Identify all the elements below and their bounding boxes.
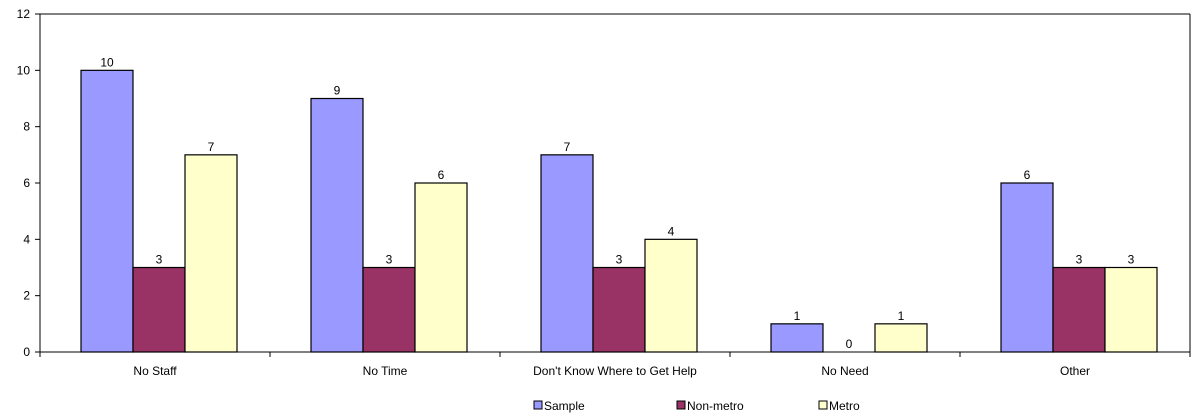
x-category-label: Other bbox=[1060, 364, 1090, 378]
data-label: 1 bbox=[794, 309, 801, 323]
bar bbox=[1104, 266, 1158, 353]
bar bbox=[874, 323, 928, 353]
data-label: 7 bbox=[564, 140, 571, 154]
bar bbox=[362, 266, 416, 353]
legend-swatch bbox=[818, 400, 828, 410]
x-category-label: No Need bbox=[821, 364, 868, 378]
data-label: 1 bbox=[898, 309, 905, 323]
data-label: 3 bbox=[1076, 253, 1083, 267]
chart-bars bbox=[80, 69, 1158, 353]
legend-label: Non-metro bbox=[687, 399, 744, 413]
legend-label: Sample bbox=[544, 399, 585, 413]
data-label: 3 bbox=[616, 253, 623, 267]
bar bbox=[184, 154, 238, 353]
y-tick-label: 2 bbox=[23, 289, 30, 303]
data-label: 10 bbox=[100, 55, 114, 69]
bar bbox=[132, 266, 186, 353]
data-label: 9 bbox=[334, 84, 341, 98]
data-label: 3 bbox=[1128, 253, 1135, 267]
data-label: 3 bbox=[386, 253, 393, 267]
legend-swatch bbox=[533, 400, 543, 410]
data-label: 4 bbox=[668, 224, 675, 238]
bar bbox=[540, 154, 594, 353]
data-label: 3 bbox=[156, 253, 163, 267]
bar bbox=[80, 69, 134, 353]
y-tick-label: 10 bbox=[17, 63, 31, 77]
bar bbox=[1000, 182, 1054, 353]
data-label: 7 bbox=[208, 140, 215, 154]
chart-legend: Sample Non-metro Metro bbox=[533, 399, 860, 413]
chart-data-labels: 10 9 7 1 6 3 3 3 0 3 7 6 4 1 3 bbox=[100, 55, 1134, 351]
data-label: 0 bbox=[846, 337, 853, 351]
x-category-label: Don't Know Where to Get Help bbox=[533, 364, 697, 378]
bar bbox=[1052, 266, 1106, 353]
legend-swatch bbox=[676, 400, 686, 410]
x-category-label: No Time bbox=[363, 364, 408, 378]
bar bbox=[644, 238, 698, 353]
y-tick-label: 6 bbox=[23, 176, 30, 190]
bar bbox=[592, 266, 646, 353]
data-label: 6 bbox=[1024, 168, 1031, 182]
y-tick-label: 0 bbox=[23, 345, 30, 359]
data-label: 6 bbox=[438, 168, 445, 182]
bar bbox=[310, 97, 364, 353]
y-tick-label: 8 bbox=[23, 120, 30, 134]
bar bbox=[414, 182, 468, 353]
y-tick-label: 12 bbox=[17, 7, 31, 21]
legend-label: Metro bbox=[829, 399, 860, 413]
bar bbox=[770, 323, 824, 353]
x-category-label: No Staff bbox=[133, 364, 177, 378]
y-tick-label: 4 bbox=[23, 232, 30, 246]
